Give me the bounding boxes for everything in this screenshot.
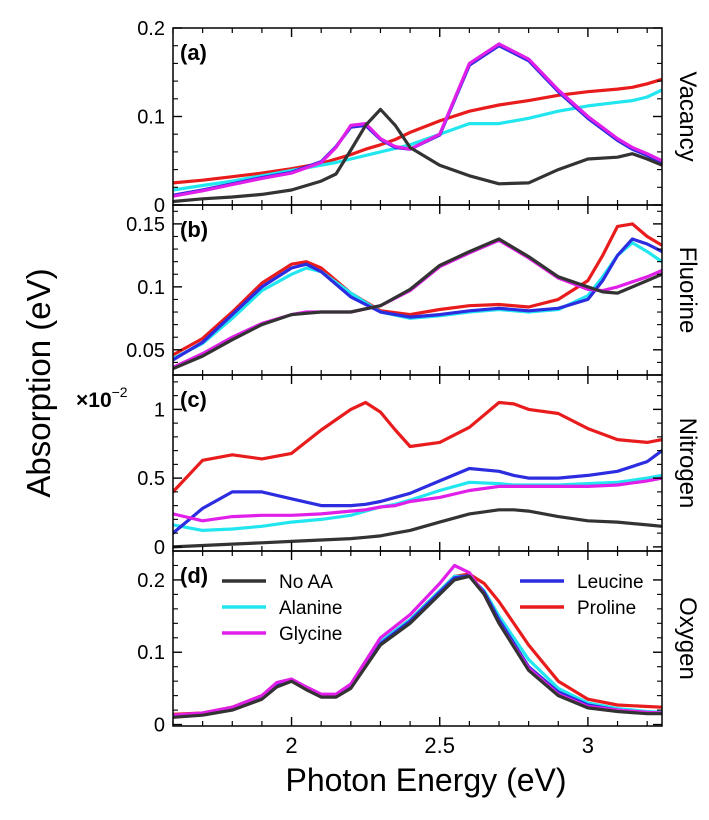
y-tick-label: 0.1 bbox=[137, 107, 165, 129]
x-tick-label: 2.5 bbox=[424, 733, 455, 758]
line-glycine bbox=[173, 476, 662, 523]
scale-exponent: −2 bbox=[112, 384, 128, 400]
series-lines bbox=[173, 400, 662, 549]
legend-label: Alanine bbox=[279, 598, 342, 619]
y-tick-label: 0 bbox=[154, 715, 165, 737]
line-no-aa bbox=[173, 237, 662, 371]
line-proline bbox=[173, 222, 662, 357]
y-tick-label: 0.1 bbox=[137, 277, 165, 299]
legend-label: No AA bbox=[279, 572, 333, 593]
series-lines bbox=[173, 222, 662, 371]
y-tick-label: 0.2 bbox=[137, 18, 165, 40]
legend-item-alanine: Alanine bbox=[222, 598, 342, 619]
legend-label: Proline bbox=[577, 598, 636, 619]
panel-frame bbox=[172, 550, 663, 727]
line-no-aa bbox=[173, 574, 662, 719]
side-label: Vacancy bbox=[674, 71, 701, 161]
panel-letter: (a) bbox=[180, 40, 207, 65]
y-tick-label: 0.1 bbox=[137, 642, 165, 664]
side-label: Oxygen bbox=[674, 597, 701, 680]
line-proline bbox=[173, 77, 662, 185]
y-tick-label: 0.05 bbox=[126, 340, 165, 362]
side-label: Nitrogen bbox=[674, 418, 701, 509]
panel-a: 0 0.1 0.2 (a) Vacancy bbox=[137, 18, 701, 217]
x-tick-label: 3 bbox=[582, 733, 594, 758]
line-no-aa bbox=[173, 508, 662, 549]
y-tick-label: 0.15 bbox=[126, 214, 165, 236]
y-axis-label: Absorption (eV) bbox=[20, 268, 57, 497]
series-lines bbox=[173, 563, 662, 719]
line-leucine bbox=[173, 237, 662, 362]
panel-d: 0 0.1 0.2 (d) Oxygen 2 2.5 3 bbox=[137, 550, 701, 758]
panel-b: 0.05 0.1 0.15 (b) Fluorine bbox=[126, 204, 701, 376]
panel-c: 0 0.5 1 (c) Nitrogen ×10−2 bbox=[76, 374, 701, 559]
line-leucine bbox=[173, 449, 662, 535]
x-axis-label: Photon Energy (eV) bbox=[285, 762, 566, 798]
legend-item-proline: Proline bbox=[520, 598, 636, 619]
line-no-aa bbox=[173, 107, 662, 204]
line-leucine bbox=[173, 44, 662, 197]
legend-label: Leucine bbox=[577, 572, 644, 593]
series-lines bbox=[173, 42, 662, 204]
legend-item-no-aa: No AA bbox=[222, 572, 333, 593]
legend-item-leucine: Leucine bbox=[520, 572, 644, 593]
panel-frame bbox=[172, 374, 663, 552]
side-label: Fluorine bbox=[674, 247, 701, 334]
y-tick-label: 0 bbox=[154, 195, 165, 217]
panel-letter: (c) bbox=[180, 387, 207, 412]
line-proline bbox=[173, 572, 662, 717]
y-tick-label: 0.2 bbox=[137, 570, 165, 592]
y-tick-label: 0.5 bbox=[137, 468, 165, 490]
legend-item-glycine: Glycine bbox=[222, 624, 342, 645]
panel-letter: (d) bbox=[180, 563, 208, 588]
y-tick-label: 1 bbox=[154, 399, 165, 421]
scale-multiplier: ×10−2 bbox=[76, 384, 128, 412]
y-tick-label: 0 bbox=[154, 537, 165, 559]
panel-letter: (b) bbox=[180, 217, 208, 242]
x-tick-label: 2 bbox=[285, 733, 297, 758]
legend-label: Glycine bbox=[279, 624, 342, 645]
line-leucine bbox=[173, 573, 662, 719]
legend: No AA Alanine Glycine Leucine Proline bbox=[222, 572, 644, 645]
line-proline bbox=[173, 400, 662, 494]
line-glycine bbox=[173, 42, 662, 198]
